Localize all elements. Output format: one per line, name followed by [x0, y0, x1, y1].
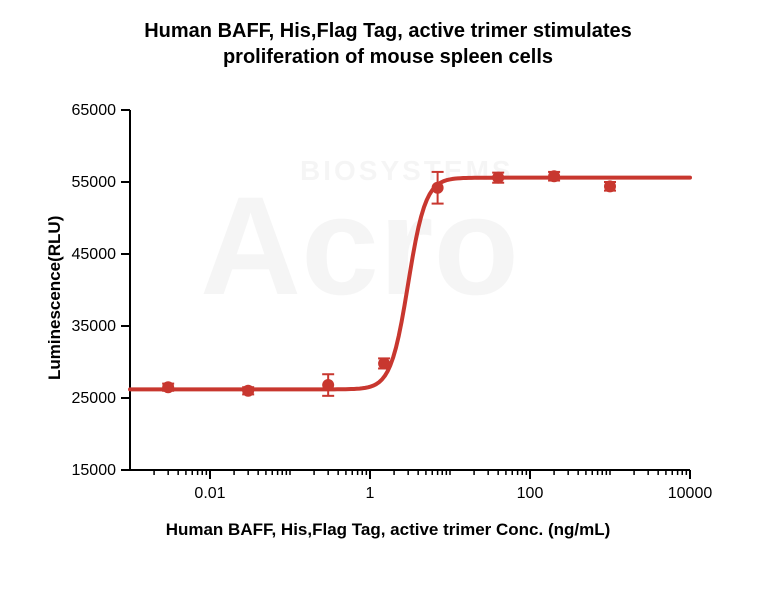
plot-area: 15000 25000 35000 45000 55000 65000 0.01 1 100 10…	[0, 0, 776, 595]
y-tick-label: 45000	[72, 246, 117, 263]
y-tick-label: 55000	[72, 174, 117, 191]
y-tick-label: 35000	[72, 318, 117, 335]
data-point	[604, 180, 616, 192]
fit-curve	[130, 178, 690, 390]
data-point	[322, 379, 334, 391]
y-tick-label: 25000	[72, 390, 117, 407]
y-tick-label: 65000	[72, 102, 117, 119]
y-axis-label: Luminescence(RLU)	[45, 216, 65, 380]
x-tick-label: 1	[366, 485, 375, 502]
x-axis-label: Human BAFF, His,Flag Tag, active trimer …	[0, 520, 776, 540]
data-point	[548, 170, 560, 182]
chart-container: Human BAFF, His,Flag Tag, active trimer …	[0, 0, 776, 595]
x-tick-label: 10000	[668, 485, 713, 502]
data-point	[432, 182, 444, 194]
data-point	[378, 357, 390, 369]
x-tick-label: 0.01	[194, 485, 225, 502]
data-point	[162, 381, 174, 393]
y-tick-label: 15000	[72, 462, 117, 479]
data-point	[242, 385, 254, 397]
data-point	[492, 172, 504, 184]
x-tick-label: 100	[517, 485, 544, 502]
